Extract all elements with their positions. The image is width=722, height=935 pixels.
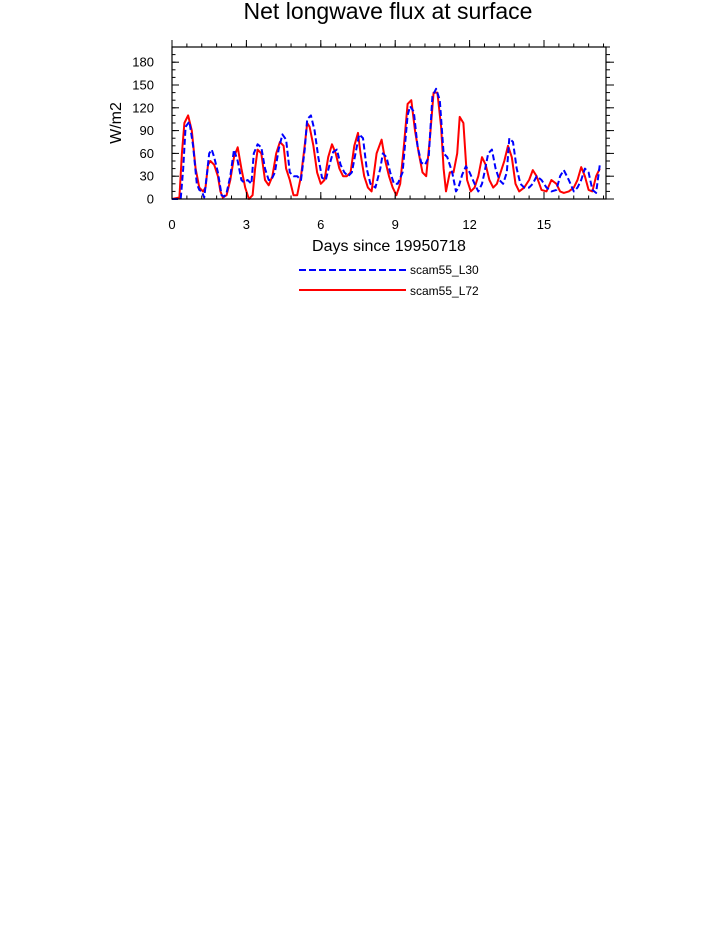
y-tick-label: 0	[147, 192, 154, 207]
chart-title: Net longwave flux at surface	[244, 0, 533, 24]
series-line-scam55-l30	[172, 87, 601, 200]
x-axis-label: Days since 19950718	[312, 238, 466, 255]
x-tick-label: 0	[168, 217, 175, 232]
y-tick-label: 90	[140, 123, 154, 138]
y-tick-label: 150	[132, 78, 154, 93]
x-tick-label: 9	[392, 217, 399, 232]
series-layer	[171, 87, 601, 200]
legend: scam55_L30 scam55_L72	[299, 263, 479, 298]
y-axis-label: W/m2	[108, 102, 125, 144]
x-tick-label: 6	[317, 217, 324, 232]
x-tick-label: 12	[462, 217, 476, 232]
y-tick-label: 180	[132, 55, 154, 70]
x-tick-label: 3	[243, 217, 250, 232]
series-line-scam55-l72	[171, 91, 601, 200]
y-tick-label: 120	[132, 100, 154, 115]
legend-label-l30: scam55_L30	[410, 263, 479, 277]
legend-label-l72: scam55_L72	[410, 284, 479, 298]
y-tick-label: 30	[140, 169, 154, 184]
plot-frame	[171, 46, 607, 200]
x-tick-label: 15	[537, 217, 551, 232]
y-tick-label: 60	[140, 146, 154, 161]
